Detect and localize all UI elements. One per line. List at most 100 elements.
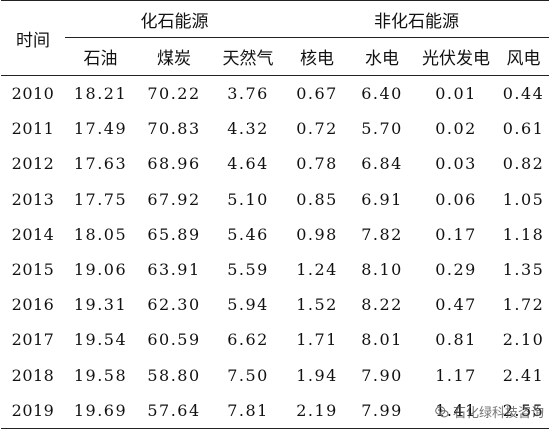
fossil-energy-header: 化石能源 [65,0,285,38]
cell-year: 2010 [11,84,55,104]
time-header: 时间 [1,0,65,76]
cell-oil: 19.31 [73,295,128,315]
cell-nuclear: 1.94 [296,365,338,385]
cell-solar: 0.47 [435,295,477,315]
cell-coal: 65.89 [147,224,201,244]
table-row: 2014 18.05 65.89 5.46 0.98 7.82 0.17 1.1… [1,217,549,252]
cell-coal: 70.22 [147,84,201,104]
cell-hydro: 8.22 [361,295,403,315]
col-header-oil: 石油 [65,37,136,76]
cell-natural-gas: 5.10 [227,189,269,209]
col-header-coal: 煤炭 [136,37,212,76]
cell-coal: 60.59 [147,330,201,350]
cell-year: 2013 [11,189,55,209]
cell-oil: 17.63 [73,154,128,174]
cell-solar: 0.02 [435,119,477,139]
cell-nuclear: 0.67 [296,84,338,104]
cell-wind: 0.61 [502,119,545,139]
cell-hydro: 7.90 [361,365,403,385]
cell-nuclear: 2.19 [284,392,351,429]
cell-oil: 17.75 [73,189,128,209]
col-header-hydro: 水电 [350,37,415,76]
cell-natural-gas: 3.76 [227,84,269,104]
cell-hydro: 6.91 [361,189,403,209]
cell-year: 2018 [11,365,55,385]
cell-solar: 0.06 [435,189,477,209]
cell-coal: 57.64 [136,392,212,429]
cell-nuclear: 0.85 [296,189,338,209]
cell-hydro: 6.40 [361,84,403,104]
table-row: 2015 19.06 63.91 5.59 1.24 8.10 0.29 1.3… [1,252,549,287]
cell-wind: 1.18 [502,224,545,244]
cell-nuclear: 1.24 [296,260,338,280]
cell-nuclear: 1.52 [296,295,338,315]
header-row-groups: 时间 化石能源 非化石能源 [1,0,550,76]
cell-hydro: 6.84 [361,154,403,174]
header-row-columns: 石油 煤炭 天然气 核电 水电 光伏发电 风电 [1,37,550,76]
cell-natural-gas: 4.64 [227,154,269,174]
cell-solar: 0.17 [435,224,477,244]
cell-hydro: 5.70 [361,119,403,139]
table-row: 2011 17.49 70.83 4.32 0.72 5.70 0.02 0.6… [1,111,549,146]
cell-year: 2011 [11,119,55,139]
cell-coal: 63.91 [147,260,201,280]
cell-solar: 1.17 [435,365,477,385]
cell-year: 2015 [11,260,55,280]
cell-hydro: 8.10 [361,260,403,280]
cell-wind: 2.55 [498,392,550,429]
cell-solar: 0.01 [435,84,477,104]
cell-oil: 17.49 [73,119,128,139]
cell-year: 2014 [11,224,55,244]
col-header-solar: 光伏发电 [414,37,499,76]
cell-hydro: 7.99 [350,392,415,429]
cell-oil: 19.58 [73,365,128,385]
cell-natural-gas: 5.94 [227,295,269,315]
cell-oil: 19.06 [73,260,128,280]
cell-coal: 67.92 [147,189,201,209]
cell-solar: 0.29 [435,260,477,280]
cell-hydro: 7.82 [361,224,403,244]
non-fossil-energy-header: 非化石能源 [284,0,550,38]
table-row: 2019 19.69 57.64 7.81 2.19 7.99 1.41 2.5… [1,392,550,429]
cell-wind: 2.41 [502,365,545,385]
cell-coal: 68.96 [147,154,201,174]
table-row: 2018 19.58 58.80 7.50 1.94 7.90 1.17 2.4… [1,358,549,393]
cell-natural-gas: 5.59 [227,260,269,280]
table-row: 2010 18.21 70.22 3.76 0.67 6.40 0.01 0.4… [1,76,549,112]
cell-oil: 19.69 [65,392,136,429]
cell-solar: 1.41 [414,392,499,429]
cell-oil: 18.05 [73,224,128,244]
cell-coal: 62.30 [147,295,201,315]
watermark-text: 石化绿科技咨询 [452,406,544,421]
cell-nuclear: 0.98 [296,224,338,244]
cell-nuclear: 1.71 [296,330,338,350]
cell-year: 2017 [11,330,55,350]
cell-year: 2012 [11,154,55,174]
table-row: 2017 19.54 60.59 6.62 1.71 8.01 0.81 2.1… [1,322,549,357]
cell-nuclear: 0.72 [296,119,338,139]
cell-hydro: 8.01 [361,330,403,350]
cell-natural-gas: 7.50 [227,365,269,385]
cell-oil: 18.21 [73,84,128,104]
cell-coal: 70.83 [147,119,201,139]
table-row: 2013 17.75 67.92 5.10 0.85 6.91 0.06 1.0… [1,182,549,217]
cell-year: 2019 [1,392,65,429]
cell-wind: 1.72 [502,295,545,315]
cell-nuclear: 0.78 [296,154,338,174]
cell-natural-gas: 4.32 [227,119,269,139]
cell-solar: 0.81 [435,330,477,350]
wechat-icon [435,405,449,417]
cell-natural-gas: 5.46 [227,224,269,244]
cell-wind: 2.10 [502,330,545,350]
cell-wind: 1.05 [502,189,545,209]
cell-wind: 1.35 [502,260,545,280]
cell-coal: 58.80 [147,365,201,385]
col-header-natural-gas: 天然气 [212,37,285,76]
watermark: 石化绿科技咨询 [435,402,544,421]
cell-natural-gas: 7.81 [212,392,285,429]
cell-solar: 0.03 [435,154,477,174]
col-header-nuclear: 核电 [284,37,351,76]
cell-wind: 0.82 [502,154,545,174]
